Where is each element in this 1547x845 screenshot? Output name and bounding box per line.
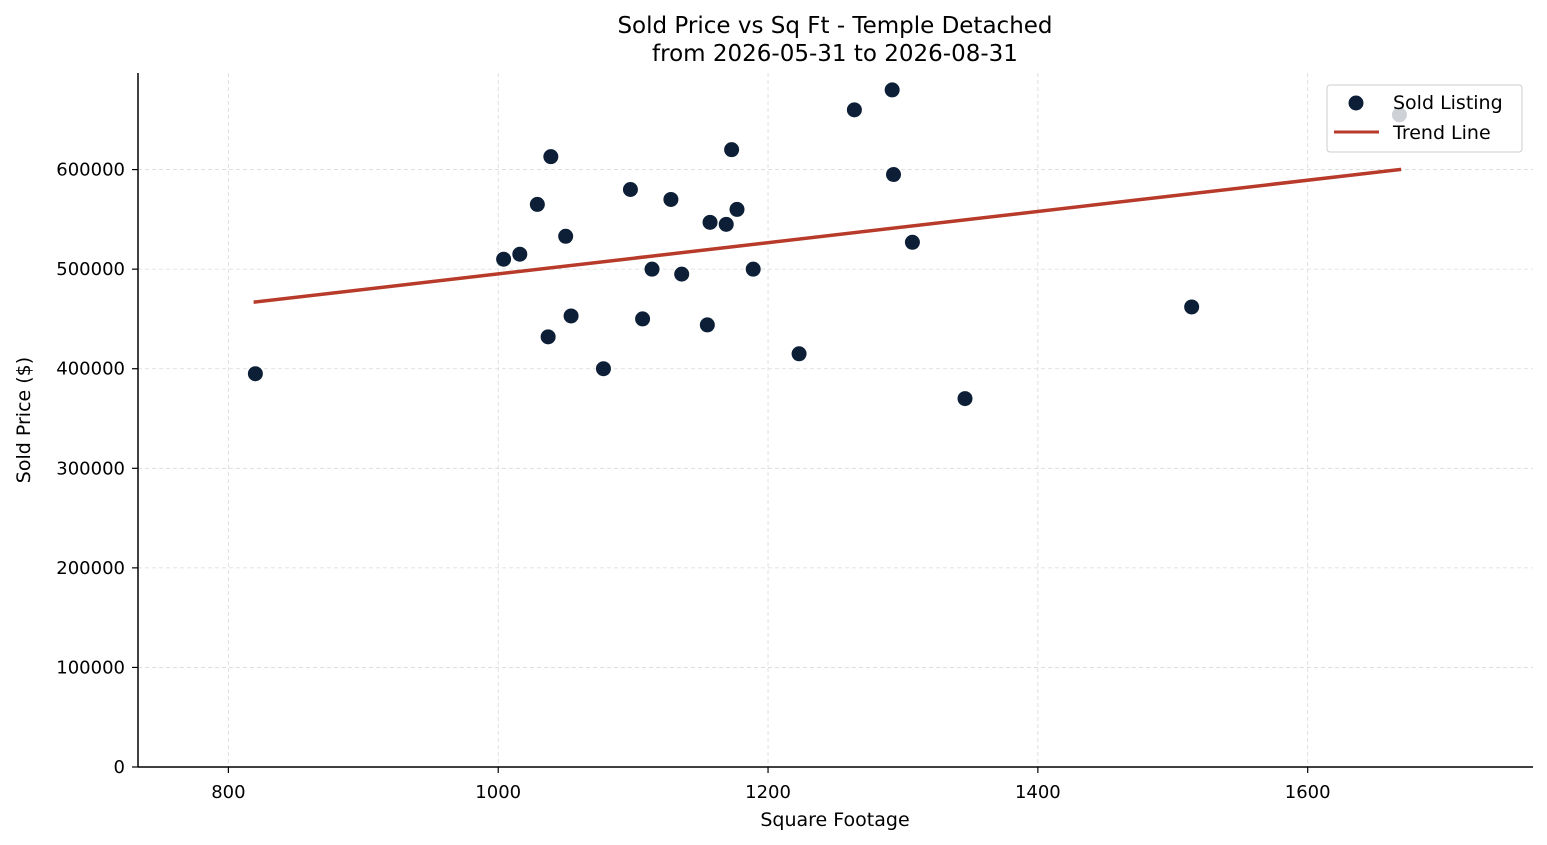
scatter-point: [724, 142, 740, 158]
chart-subtitle: from 2026-05-31 to 2026-08-31: [652, 41, 1018, 67]
scatter-point: [729, 201, 745, 217]
scatter-point: [718, 216, 734, 232]
scatter-point: [496, 251, 512, 267]
scatter-point: [558, 228, 574, 244]
scatter-point: [702, 214, 718, 230]
scatter-point: [635, 311, 651, 327]
y-axis-label: Sold Price ($): [13, 357, 35, 483]
tick-labels: 800 1000 1200 1400 1600 0 100000 200000 300000 40…: [56, 160, 1330, 803]
scatter-point: [884, 82, 900, 98]
data-points: [247, 82, 1407, 407]
scatter-point: [644, 261, 660, 277]
trend-line-layer: [253, 167, 1402, 304]
x-axis-label: Square Footage: [760, 809, 909, 831]
scatter-point: [543, 149, 559, 165]
legend-label-sold-listing: Sold Listing: [1393, 92, 1503, 114]
legend-marker-sold-listing: [1348, 95, 1364, 111]
scatter-point: [540, 329, 556, 345]
y-tick-label: 100000: [56, 657, 125, 678]
scatter-point: [512, 246, 528, 262]
y-tick-label: 600000: [56, 160, 125, 181]
scatter-point: [663, 191, 679, 207]
y-tick-label: 0: [114, 757, 125, 778]
scatter-point: [745, 261, 761, 277]
legend: Sold Listing Trend Line: [1326, 84, 1523, 153]
y-tick-label: 300000: [56, 458, 125, 479]
scatter-point: [1184, 299, 1200, 315]
chart-title: Sold Price vs Sq Ft - Temple Detached: [617, 13, 1052, 39]
scatter-point: [622, 181, 638, 197]
x-tick-label: 1400: [1015, 782, 1061, 803]
scatter-point: [904, 234, 920, 250]
scatter-point: [886, 167, 902, 183]
x-tick-label: 1600: [1285, 782, 1331, 803]
trend-line: [253, 167, 1402, 304]
y-tick-label: 500000: [56, 259, 125, 280]
scatter-point: [957, 391, 973, 407]
axes: [132, 73, 1533, 773]
x-tick-label: 1200: [745, 782, 791, 803]
scatter-point: [529, 196, 545, 212]
scatter-point: [247, 366, 263, 382]
scatter-point: [791, 346, 807, 362]
scatter-point: [699, 317, 715, 333]
scatter-point: [674, 266, 690, 282]
grid-lines: [138, 73, 1533, 767]
y-tick-label: 400000: [56, 359, 125, 380]
scatter-point: [563, 308, 579, 324]
legend-box: [1326, 84, 1523, 153]
x-tick-label: 800: [211, 782, 245, 803]
y-tick-label: 200000: [56, 558, 125, 579]
scatter-point: [595, 361, 611, 377]
legend-label-trend-line: Trend Line: [1392, 122, 1491, 144]
x-tick-label: 1000: [475, 782, 521, 803]
scatter-point: [846, 102, 862, 118]
